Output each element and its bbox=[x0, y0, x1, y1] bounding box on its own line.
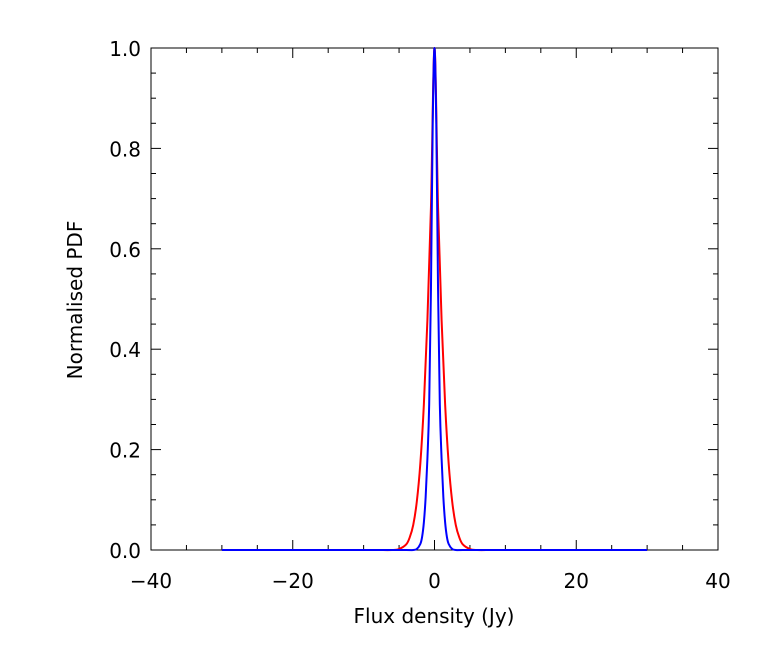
x-tick-label: 40 bbox=[705, 569, 730, 593]
y-tick-label: 0.6 bbox=[109, 238, 141, 262]
x-axis-title: Flux density (Jy) bbox=[354, 604, 515, 628]
y-tick-label: 0.8 bbox=[109, 137, 141, 161]
series-layer bbox=[221, 47, 648, 552]
minor-ticks bbox=[151, 48, 718, 550]
x-tick-label: 20 bbox=[564, 569, 589, 593]
red-series-line bbox=[221, 47, 648, 552]
x-tick-label: −40 bbox=[130, 569, 172, 593]
y-tick-label: 1.0 bbox=[109, 37, 141, 61]
x-tick-label: 0 bbox=[428, 569, 441, 593]
y-tick-labels: 0.0 0.2 0.4 0.6 0.8 1.0 bbox=[109, 37, 141, 563]
plot-frame bbox=[150, 47, 719, 551]
blue-series-line bbox=[221, 47, 648, 552]
y-tick-label: 0.2 bbox=[109, 439, 141, 463]
y-tick-label: 0.4 bbox=[109, 338, 141, 362]
y-tick-label: 0.0 bbox=[109, 539, 141, 563]
y-axis-title: Normalised PDF bbox=[63, 221, 87, 380]
major-ticks bbox=[150, 47, 719, 551]
x-tick-labels: −40 −20 0 20 40 bbox=[130, 569, 731, 593]
x-tick-label: −20 bbox=[272, 569, 314, 593]
